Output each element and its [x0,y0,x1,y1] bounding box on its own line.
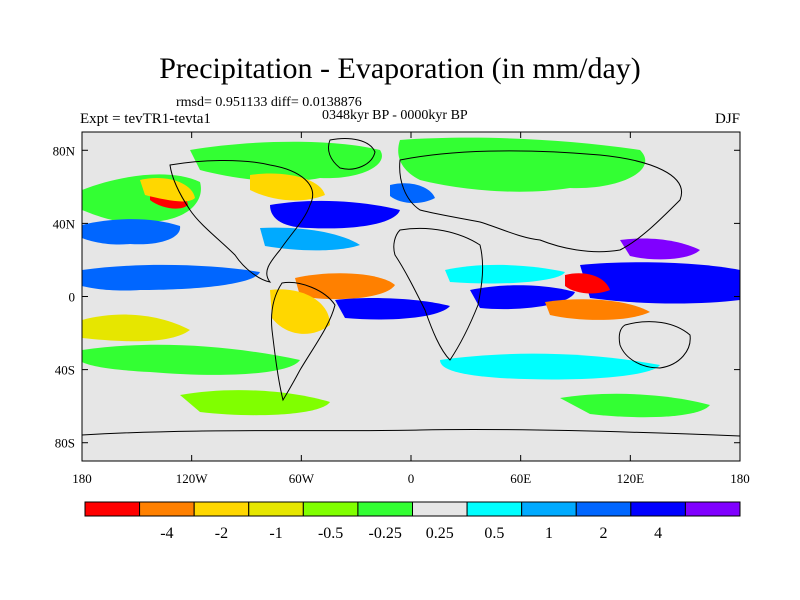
coastlines [82,138,740,437]
coastline-greenland [327,138,376,170]
y-tick-label: 0 [69,290,76,305]
colorbar-label: -0.25 [369,525,402,542]
colorbar-swatch [248,501,304,517]
colorbar-swatch [630,501,686,517]
colorbar-swatch [575,501,632,517]
anomaly-patch-n-atlantic-blue [270,200,400,229]
x-tick-label: 120E [617,471,645,486]
colorbar: -4 -2 -1 -0.5 -0.25 0.25 0.5 1 2 4 [84,501,741,542]
y-axis: 80N 40N 0 40S 80S [53,143,740,451]
period-label: 0348kyr BP - 0000kyr BP [322,108,468,123]
colorbar-label: 0.25 [426,525,454,542]
colorbar-swatch [84,501,141,517]
coastline-australia [618,321,691,369]
anomaly-patch-s-ocean-green [82,344,300,375]
anomaly-patch-mid-atlantic-cyan [260,227,360,251]
x-tick-label: 60W [289,471,315,486]
anomaly-patch-maritime-red [565,273,610,294]
anomaly-patch-maritime-blue [580,262,740,304]
colorbar-label: 4 [654,525,662,542]
colorbar-label: -1 [269,525,282,542]
stats-line: rmsd= 0.951133 diff= 0.0138876 [176,95,362,110]
anomaly-patch-maritime-orange [545,299,650,320]
anomaly-patch-tropics-blue-band [82,264,260,291]
y-tick-label: 80S [55,436,75,451]
anomaly-patch-europe-blue [390,183,435,204]
x-axis: 180 120W 60W 0 60E 120E 180 [72,132,750,486]
x-tick-label: 60E [510,471,531,486]
coastline-africa [393,227,484,361]
anomaly-patch-arctic-green [190,141,382,182]
season-label: DJF [714,111,740,127]
anomaly-patch-s-ocean-cyan [440,353,660,380]
colorbar-swatch [302,501,359,517]
anomaly-patch-w-pacific-purple [620,238,700,260]
anomaly-patch-s-pacific-yellow [82,314,190,342]
anomaly-patch-n-pacific-blue [82,219,181,245]
x-tick-label: 120W [176,471,209,486]
anomaly-patch-eurasia-green [398,137,646,192]
x-tick-label: 180 [730,471,750,486]
coastline-eurasia [399,150,683,253]
map-title: Precipitation - Evaporation (in mm/day) [159,52,641,85]
coastline-south-america [271,281,336,402]
colorbar-swatch [521,501,577,517]
colorbar-label: 2 [600,525,608,542]
experiment-label: Expt = tevTR1-tevta1 [80,111,211,127]
anomaly-patch-antarctic-green [180,390,330,416]
colorbar-label: 0.5 [484,525,504,542]
coastline-north-america [169,159,313,283]
anomaly-patch-s-america-yellow [270,289,330,334]
y-tick-label: 40N [53,216,76,231]
colorbar-swatch [684,501,741,517]
colorbar-label: -2 [215,525,228,542]
anomaly-field [82,137,740,418]
y-tick-label: 80N [53,143,76,158]
colorbar-swatch [357,501,413,517]
colorbar-swatch [193,501,250,517]
anomaly-patch-tropics-atlantic-orange [295,273,395,300]
colorbar-swatch [139,501,195,517]
colorbar-label: 1 [545,525,553,542]
anomaly-patch-indian-ocean-cyan [445,264,565,284]
colorbar-label: -4 [160,525,173,542]
colorbar-swatch [466,501,523,517]
y-tick-label: 40S [55,363,75,378]
colorbar-label: -0.5 [318,525,343,542]
coastline-antarctica [82,428,740,437]
x-tick-label: 0 [408,471,415,486]
anomaly-patch-antarctic-green-east [560,393,710,418]
colorbar-swatch [412,501,468,517]
x-tick-label: 180 [72,471,92,486]
